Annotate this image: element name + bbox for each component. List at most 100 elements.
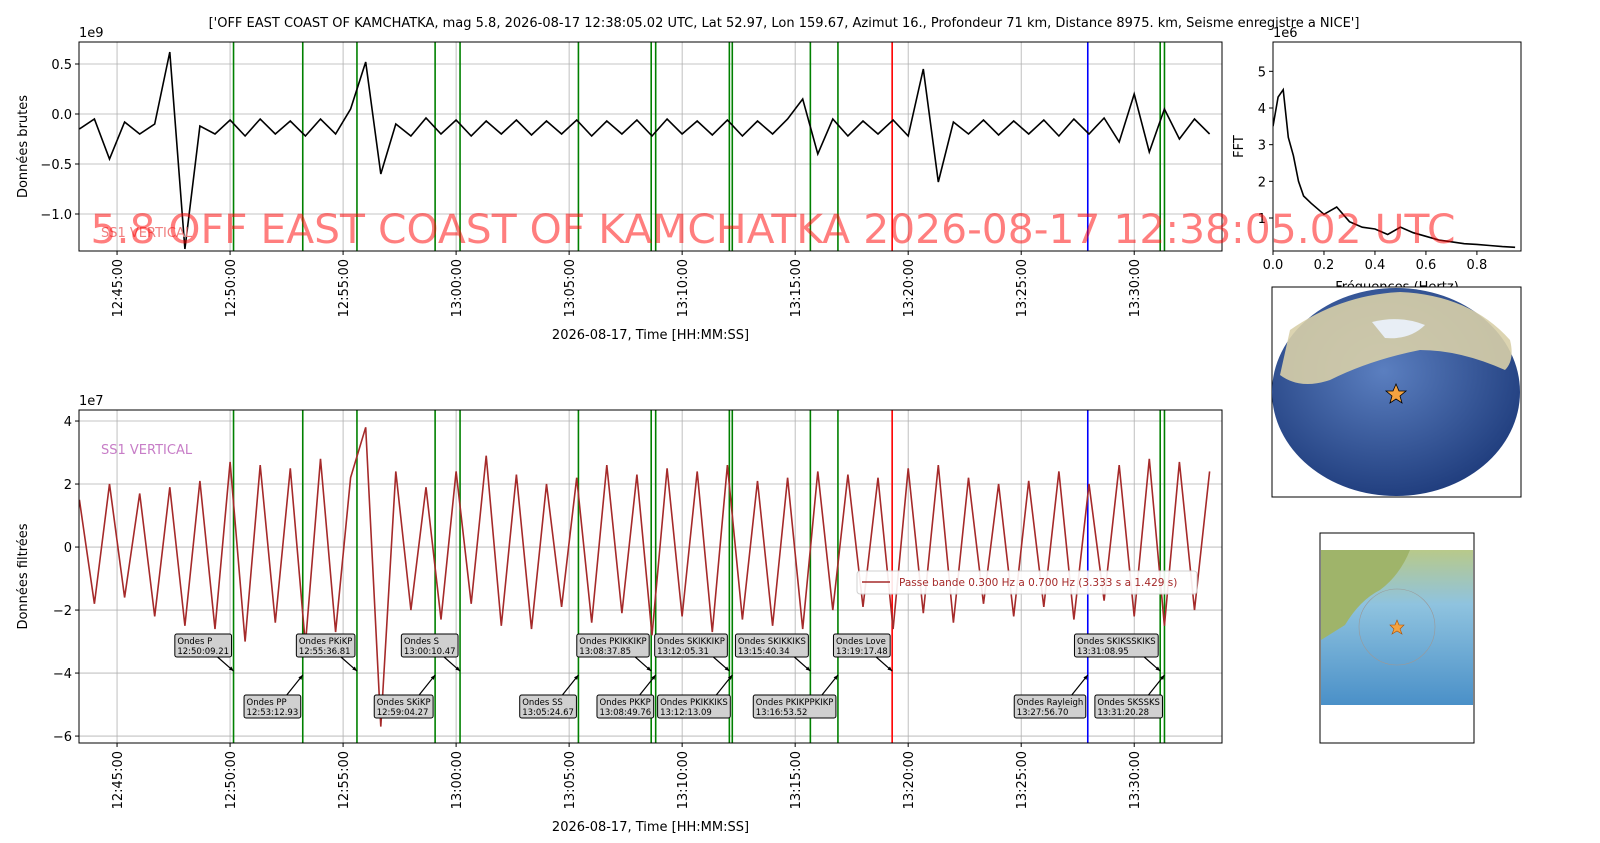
annotation-box bbox=[1073, 633, 1159, 658]
annotation-label: Ondes PP bbox=[247, 698, 287, 708]
series-line bbox=[79, 427, 1211, 727]
annotation-label: Ondes Love bbox=[836, 637, 886, 647]
x-tick-label: 0.6 bbox=[1416, 258, 1437, 273]
plot-frame bbox=[78, 41, 1223, 252]
x-tick-label: 13:25:00 bbox=[1015, 751, 1030, 809]
annotation-time: 13:12:05.31 bbox=[657, 647, 709, 657]
y-tick-label: −0.5 bbox=[40, 158, 72, 173]
annotation-time: 12:59:04.27 bbox=[377, 708, 429, 718]
x-tick-label: 13:10:00 bbox=[676, 751, 691, 809]
annotation-time: 13:05:24.67 bbox=[522, 708, 574, 718]
arrow-head bbox=[727, 675, 733, 680]
annotation-time: 13:08:37.85 bbox=[579, 647, 631, 657]
x-tick-label: 13:20:00 bbox=[902, 259, 917, 317]
y-tick-label: −4 bbox=[53, 667, 72, 682]
y-tick-label: 4 bbox=[64, 415, 72, 430]
charts: 0.50.0−0.5−1.012:45:00 12:50:00 12:55:00 13… bbox=[16, 16, 1522, 835]
y-tick-label: 3 bbox=[1258, 139, 1266, 154]
annotation-time: 12:55:36.81 bbox=[299, 647, 351, 657]
annotation-time: 13:16:53.52 bbox=[756, 708, 808, 718]
chart-title: ['OFF EAST COAST OF KAMCHATKA, mag 5.8, … bbox=[209, 16, 1360, 31]
x-axis-label: 2026-08-17, Time [HH:MM:SS] bbox=[552, 328, 749, 343]
x-tick-label: 12:45:00 bbox=[111, 259, 126, 317]
annotation-label: Ondes S bbox=[404, 637, 439, 647]
x-tick-label: 13:20:00 bbox=[902, 751, 917, 809]
y-tick-label: 0 bbox=[64, 541, 72, 556]
arrow-head bbox=[1083, 675, 1088, 680]
annotation-time: 12:53:12.93 bbox=[247, 708, 299, 718]
x-tick-label: 12:55:00 bbox=[337, 751, 352, 809]
y-tick-label: −2 bbox=[53, 604, 72, 619]
epicenter bbox=[1384, 382, 1408, 404]
x-tick-label: 12:55:00 bbox=[337, 259, 352, 317]
annotation-box bbox=[373, 694, 434, 719]
plot-frame bbox=[1272, 41, 1522, 252]
watermark: 5.8 OFF EAST COAST OF KAMCHATKA 2026-08-… bbox=[91, 207, 1456, 253]
annotation-box bbox=[734, 633, 809, 658]
arrow-head bbox=[1160, 675, 1165, 680]
x-axis-label: 2026-08-17, Time [HH:MM:SS] bbox=[552, 820, 749, 835]
annotation-box bbox=[654, 633, 728, 658]
annotation-time: 13:15:40.34 bbox=[738, 647, 790, 657]
arrow-head bbox=[228, 666, 234, 672]
x-tick-label: 0.8 bbox=[1467, 258, 1488, 273]
annotation-time: 13:27:56.70 bbox=[1017, 708, 1069, 718]
offset-label: 1e7 bbox=[79, 394, 104, 409]
phase-annotation: Ondes P12:50:09.21 bbox=[174, 633, 234, 672]
annotation-box bbox=[400, 633, 459, 658]
annotation-box bbox=[1013, 694, 1087, 719]
series-line bbox=[79, 51, 1211, 250]
x-tick-label: 12:50:00 bbox=[224, 751, 239, 809]
phase-annotation: Ondes S13:00:10.47 bbox=[400, 633, 461, 672]
x-tick-label: 13:15:00 bbox=[789, 751, 804, 809]
annotation-time: 12:50:09.21 bbox=[177, 647, 229, 657]
plot-frame bbox=[78, 409, 1223, 744]
annotation-time: 13:31:20.28 bbox=[1097, 708, 1149, 718]
x-tick-label: 13:00:00 bbox=[450, 259, 465, 317]
arrow-head bbox=[805, 666, 811, 672]
annotation-time: 13:08:49.76 bbox=[599, 708, 651, 718]
chart: 4 2 0 −2 −4 −6 12:45:00 12:50:00 12:55:00 13:00:0… bbox=[16, 394, 1223, 835]
x-tick-label: 13:05:00 bbox=[563, 751, 578, 809]
x-tick-label: 13:30:00 bbox=[1128, 259, 1143, 317]
x-tick-label: 12:45:00 bbox=[111, 751, 126, 809]
x-tick-label: 13:15:00 bbox=[789, 259, 804, 317]
annotation-label: Ondes SKiKP bbox=[377, 698, 431, 708]
x-tick-label: 12:50:00 bbox=[224, 259, 239, 317]
offset-label: 1e6 bbox=[1273, 26, 1298, 41]
y-tick-label: 4 bbox=[1258, 102, 1266, 117]
annotation-label: Ondes Rayleigh bbox=[1017, 698, 1084, 708]
arrow-head bbox=[651, 675, 656, 680]
y-axis-label: Données filtrées bbox=[16, 523, 31, 629]
y-tick-label: 0.0 bbox=[51, 108, 72, 123]
annotation-box bbox=[596, 694, 655, 719]
annotation-label: Ondes SS bbox=[522, 698, 563, 708]
y-tick-label: 5 bbox=[1258, 65, 1266, 80]
regional-map bbox=[1319, 532, 1475, 744]
legend-label: Passe bande 0.300 Hz a 0.700 Hz (3.333 s… bbox=[899, 577, 1177, 589]
y-tick-label: 1 bbox=[1258, 212, 1266, 227]
arrow-head bbox=[833, 675, 838, 680]
x-tick-label: 0.4 bbox=[1365, 258, 1386, 273]
annotation-time: 13:00:10.47 bbox=[404, 647, 456, 657]
arrow-head bbox=[1155, 666, 1161, 672]
annotation-label: Ondes SKIKKIKS bbox=[738, 637, 806, 647]
chart: 0.50.0−0.5−1.012:45:00 12:50:00 12:55:00 13… bbox=[16, 16, 1359, 343]
globe-map bbox=[1271, 286, 1522, 498]
annotation-time: 13:31:08.95 bbox=[1077, 647, 1129, 657]
x-tick-label: 13:30:00 bbox=[1128, 751, 1143, 809]
